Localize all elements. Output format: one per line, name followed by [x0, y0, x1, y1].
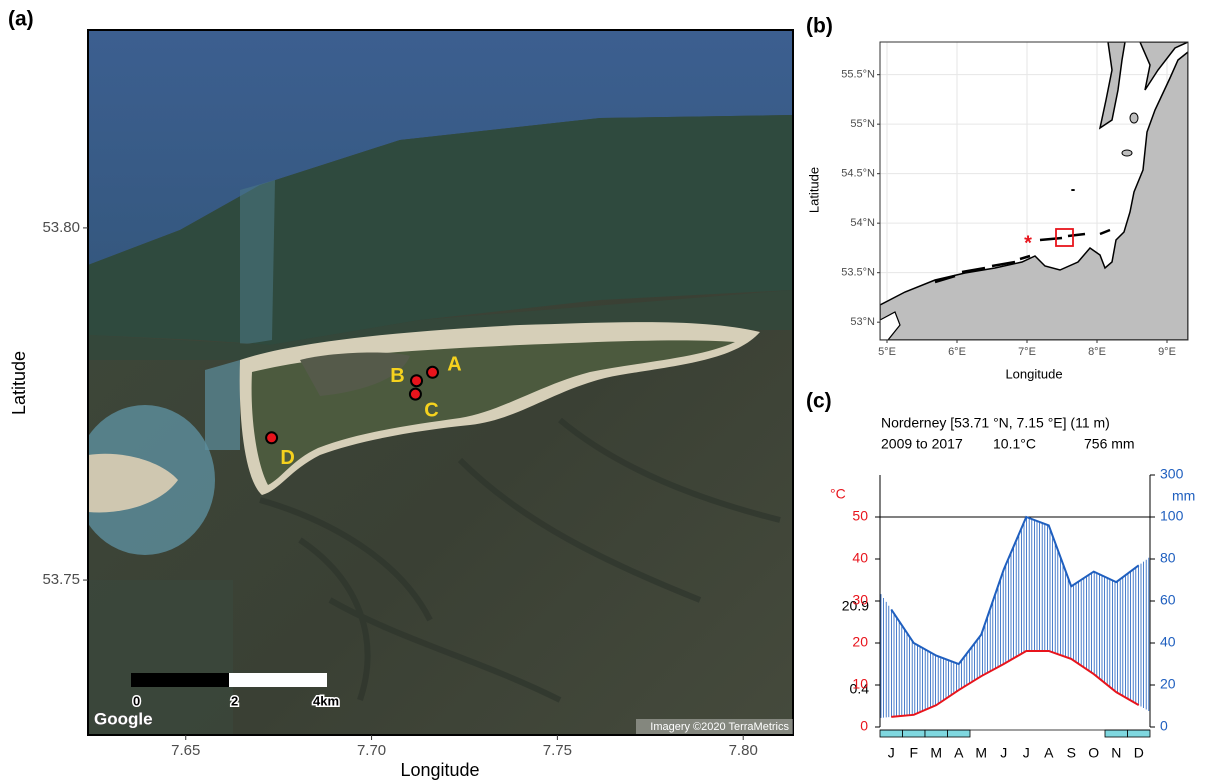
- y-tick-label: 20: [852, 634, 868, 650]
- y-tick-label: 54°N: [850, 217, 875, 229]
- y-tick-label: 53.75: [42, 571, 80, 588]
- frost-box: [902, 729, 926, 738]
- subtitle: 2009 to 2017: [881, 436, 963, 452]
- x-tick-label: 7°E: [1018, 346, 1036, 358]
- frost-box: [947, 729, 971, 738]
- coastline: [880, 42, 1188, 340]
- y-tick-label: 30: [852, 592, 868, 608]
- x-tick-label: M: [975, 745, 987, 761]
- site-label: C: [424, 399, 438, 421]
- frame: [87, 29, 794, 736]
- satellite-image: [88, 30, 793, 735]
- scale-bar: [131, 673, 229, 687]
- panel-label: (b): [806, 15, 833, 38]
- site-point: [426, 365, 440, 379]
- y2-tick-label: 60: [1160, 592, 1176, 608]
- frost-box: [879, 729, 903, 738]
- y2-tick-label: 80: [1160, 550, 1176, 566]
- y-tick-label: 55°N: [850, 118, 875, 130]
- y-tick-label: 53.80: [42, 219, 80, 236]
- x-tick-label: 7.80: [729, 742, 758, 759]
- x-tick-label: S: [1067, 745, 1076, 761]
- panel-label: (c): [806, 390, 832, 413]
- x-tick-label: F: [909, 745, 918, 761]
- series-line: [890, 515, 1140, 666]
- scale-label: 4km: [313, 693, 339, 708]
- y-tick-label: 54.5°N: [841, 168, 875, 180]
- attribution: Google: [94, 709, 153, 728]
- x-tick-label: 6°E: [948, 346, 966, 358]
- y-tick-label: 10: [852, 676, 868, 692]
- scale-label: 2: [231, 693, 238, 708]
- y2-tick-label: 300: [1160, 466, 1184, 482]
- x-tick-label: J: [1023, 745, 1030, 761]
- x-tick-label: 7.65: [171, 742, 200, 759]
- x-tick-label: 8°E: [1088, 346, 1106, 358]
- side-label: 20.9: [842, 598, 869, 614]
- x-tick-label: M: [930, 745, 942, 761]
- frost-box: [1127, 729, 1151, 738]
- y2-tick-label: 0: [1160, 718, 1168, 734]
- x-axis-label: Longitude: [400, 760, 479, 780]
- side-label: 0.4: [850, 681, 870, 697]
- y-axis-label: Latitude: [806, 167, 821, 213]
- y2-tick-label: 20: [1160, 676, 1176, 692]
- y-axis-label: °C: [830, 486, 846, 502]
- site-point: [408, 387, 422, 401]
- y-tick-label: 53°N: [850, 316, 875, 328]
- x-tick-label: A: [954, 745, 964, 761]
- site-point: [265, 431, 279, 445]
- attribution-bg: [636, 719, 793, 734]
- x-tick-label: D: [1134, 745, 1144, 761]
- x-tick-label: 9°E: [1158, 346, 1176, 358]
- x-tick-label: 5°E: [878, 346, 896, 358]
- subtitle: 10.1°C: [993, 436, 1036, 452]
- y-tick-label: 55.5°N: [841, 69, 875, 81]
- y-tick-label: 40: [852, 550, 868, 566]
- site-label: D: [280, 447, 294, 469]
- frame: [879, 41, 1189, 341]
- y2-tick-label: 40: [1160, 634, 1176, 650]
- scale-bar: [229, 673, 327, 687]
- subtitle: 756 mm: [1084, 436, 1135, 452]
- site-label: B: [390, 365, 404, 387]
- frost-box: [1104, 729, 1128, 738]
- title: Norderney [53.71 °N, 7.15 °E] (11 m): [881, 415, 1110, 431]
- y-tick-label: 53.5°N: [841, 267, 875, 279]
- x-tick-label: N: [1111, 745, 1121, 761]
- y-tick-label: 50: [852, 508, 868, 524]
- frost-box: [924, 729, 948, 738]
- series-line: [891, 649, 1140, 718]
- x-tick-label: 7.75: [543, 742, 572, 759]
- y-axis-label: Latitude: [9, 351, 29, 415]
- x-tick-label: J: [888, 745, 895, 761]
- scale-label: 0: [133, 693, 140, 708]
- extent-box: [1055, 228, 1074, 247]
- panel-label: (a): [8, 8, 34, 31]
- x-tick-label: A: [1044, 745, 1054, 761]
- y2-axis-label: mm: [1172, 488, 1195, 504]
- x-tick-label: 7.70: [357, 742, 386, 759]
- x-tick-label: J: [1000, 745, 1007, 761]
- station-marker: *: [1024, 232, 1032, 254]
- y-tick-label: 0: [860, 718, 868, 734]
- x-axis-label: Longitude: [1005, 366, 1062, 381]
- site-point: [410, 374, 424, 388]
- attribution: Imagery ©2020 TerraMetrics: [650, 721, 789, 733]
- y2-tick-label: 100: [1160, 508, 1184, 524]
- site-label: A: [447, 354, 461, 376]
- x-tick-label: O: [1088, 745, 1099, 761]
